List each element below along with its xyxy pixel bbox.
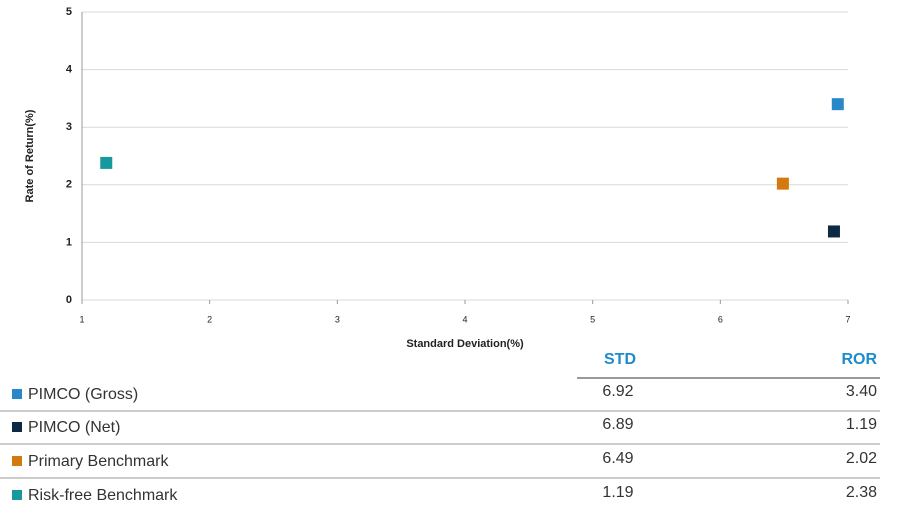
x-tick-label: 4 xyxy=(462,314,467,324)
column-header: ROR xyxy=(841,351,877,368)
legend-label: Risk-free Benchmark xyxy=(28,487,178,504)
point xyxy=(776,177,789,190)
x-tick-label: 5 xyxy=(590,314,595,324)
legend-label: Primary Benchmark xyxy=(28,453,169,470)
x-axis-title: Standard Deviation(%) xyxy=(406,338,524,350)
table-cell: 3.40 xyxy=(846,383,877,400)
y-tick-label: 1 xyxy=(66,236,72,248)
x-tick-label: 7 xyxy=(845,314,850,324)
legend-swatch xyxy=(12,490,22,500)
table-cell: 6.49 xyxy=(602,450,633,467)
x-tick-label: 3 xyxy=(335,314,340,324)
y-tick-label: 5 xyxy=(66,6,72,18)
table-cell: 1.19 xyxy=(846,416,877,433)
x-tick-label: 6 xyxy=(718,314,723,324)
y-tick-label: 4 xyxy=(66,64,73,76)
point xyxy=(827,225,840,238)
legend-label: PIMCO (Gross) xyxy=(28,386,138,403)
table-cell: 6.92 xyxy=(602,383,633,400)
legend-swatch xyxy=(12,389,22,399)
table-cell: 6.89 xyxy=(602,416,633,433)
y-tick-label: 0 xyxy=(66,294,72,306)
x-tick-label: 1 xyxy=(79,314,84,324)
table-cell: 2.02 xyxy=(846,450,877,467)
table-cell: 1.19 xyxy=(602,484,633,501)
point xyxy=(831,98,844,111)
column-header: STD xyxy=(604,351,636,368)
y-tick-label: 3 xyxy=(66,121,72,133)
legend-swatch xyxy=(12,456,22,466)
y-axis-title: Rate of Return(%) xyxy=(24,109,36,202)
x-tick-label: 2 xyxy=(207,314,212,324)
legend-label: PIMCO (Net) xyxy=(28,419,120,436)
table-cell: 2.38 xyxy=(846,484,877,501)
legend-swatch xyxy=(12,422,22,432)
y-tick-label: 2 xyxy=(66,179,72,191)
point xyxy=(100,156,113,169)
